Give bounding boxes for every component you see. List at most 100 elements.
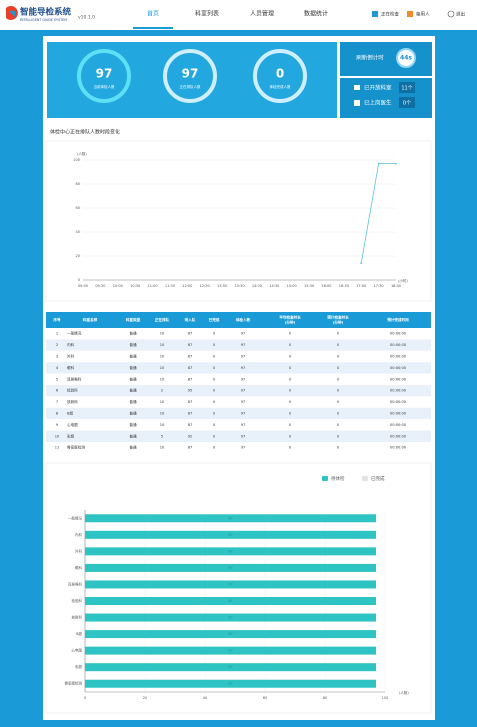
x-tick-label: 15:00: [287, 284, 297, 288]
table-cell: 97: [241, 434, 246, 438]
y-tick-label: 放射科: [72, 615, 83, 620]
table-cell: 0: [213, 332, 216, 336]
table-cell: 放射科: [67, 399, 78, 404]
table-cell: 0: [289, 412, 292, 416]
table-row: [46, 396, 431, 408]
status-swatch: [407, 11, 413, 17]
table-header-cell: 科室类型: [126, 317, 141, 322]
table-cell: 0: [213, 366, 216, 370]
x-tick-label: 13:00: [217, 284, 227, 288]
table-header-cell: 序号: [53, 317, 61, 322]
table-cell: 0: [213, 389, 216, 393]
table-cell: 87: [188, 446, 193, 450]
table-cell: 0: [337, 366, 340, 370]
table-cell: 00:00:00: [390, 412, 407, 416]
logout[interactable]: 退出: [456, 11, 465, 18]
table-cell: 普通: [129, 365, 137, 370]
table-cell: 97: [241, 377, 246, 381]
data-label: 97: [228, 649, 232, 653]
table-cell: 普通: [129, 331, 137, 336]
count-box: [399, 97, 415, 108]
x-axis-label: (人数): [399, 690, 409, 695]
table-cell: 0: [213, 400, 216, 404]
table-cell: 87: [188, 355, 193, 359]
x-tick-label: 15:30: [304, 284, 314, 288]
ring-label: 正在排队人数: [180, 84, 201, 89]
x-tick-label: 13:30: [234, 284, 244, 288]
point: [360, 262, 363, 265]
table-header-cell: 体检人数: [235, 317, 251, 322]
ring: [77, 49, 131, 103]
icon: [354, 85, 360, 90]
open-label: 已开放科室: [364, 84, 392, 92]
table-header-cell: 待入队: [184, 317, 196, 322]
table-cell: 97: [241, 332, 246, 336]
table-row: [46, 350, 431, 363]
y-tick-label: 骨密度检测: [65, 681, 83, 686]
table-cell: 耳鼻喉科: [67, 376, 82, 381]
y-tick-label: B超: [76, 631, 82, 636]
data-label: 97: [228, 566, 232, 570]
table-cell: 外科: [67, 354, 75, 359]
data-label: 97: [228, 582, 232, 586]
table-row: [46, 373, 431, 385]
data-label: 97: [228, 632, 232, 636]
table-cell: 0: [213, 446, 216, 450]
nav-item[interactable]: 首页: [147, 10, 159, 18]
table-cell: 0: [289, 446, 292, 450]
open-count: 11个: [401, 86, 412, 92]
bar-segment: [85, 630, 376, 639]
x-tick-label: 09:00: [78, 284, 88, 288]
y-tick-label: 80: [76, 182, 80, 186]
table-cell: 00:00:00: [390, 343, 407, 347]
table-header-cell: 科室名称: [83, 317, 98, 322]
table-cell: 10: [160, 423, 165, 427]
y-tick-label: 眼科: [75, 565, 82, 570]
table-cell: 97: [241, 366, 246, 370]
table-cell: 95: [188, 389, 193, 393]
table-header-cell: 预计完成时间: [387, 317, 409, 322]
table-cell: 普通: [129, 388, 137, 393]
table-cell: 97: [241, 343, 246, 347]
table-cell: 00:00:00: [390, 446, 407, 450]
table-cell: 0: [289, 332, 292, 336]
table-cell: 8: [56, 412, 59, 416]
bar-segment: [85, 663, 376, 672]
table-cell: 0: [337, 389, 340, 393]
table-cell: 00:00:00: [390, 389, 407, 393]
x-tick-label: 18:00: [391, 284, 401, 288]
nav-item[interactable]: 数据统计: [304, 10, 328, 18]
table-cell: 心电图: [67, 422, 78, 427]
table-cell: 骨密度检测: [67, 445, 85, 450]
bar-segment: [85, 514, 376, 523]
table-cell: 97: [241, 446, 246, 450]
table-cell: 00:00:00: [390, 400, 407, 404]
y-tick-label: 0: [78, 278, 80, 282]
table-cell: 检验科: [67, 388, 78, 393]
logout-icon[interactable]: [447, 10, 455, 18]
x-tick-label: 10:30: [130, 284, 140, 288]
y-tick-label: 心电图: [72, 648, 83, 653]
table-cell: 0: [337, 332, 340, 336]
table-header: [46, 312, 431, 328]
table-cell: 7: [56, 400, 58, 404]
table-cell: 00:00:00: [390, 423, 407, 427]
table-row: [46, 339, 431, 351]
active-underline: [133, 27, 173, 29]
table-row: [46, 328, 431, 340]
nav-item[interactable]: 科室列表: [195, 10, 219, 18]
x-tick-label: 0: [84, 696, 86, 700]
countdown-label: 刷新倒计时: [356, 54, 384, 62]
table-cell: 3: [56, 355, 58, 359]
table-cell: 97: [241, 389, 246, 393]
table-cell: 0: [289, 434, 292, 438]
y-tick-label: 耳鼻喉科: [68, 581, 82, 586]
table-cell: 2: [161, 389, 163, 393]
data-label: 97: [228, 516, 232, 520]
table-cell: 00:00:00: [390, 366, 407, 370]
nav-item[interactable]: 人员管理: [250, 10, 274, 18]
table-cell: 10: [160, 332, 165, 336]
top-bar: [0, 0, 477, 30]
table-cell: 10: [160, 446, 165, 450]
